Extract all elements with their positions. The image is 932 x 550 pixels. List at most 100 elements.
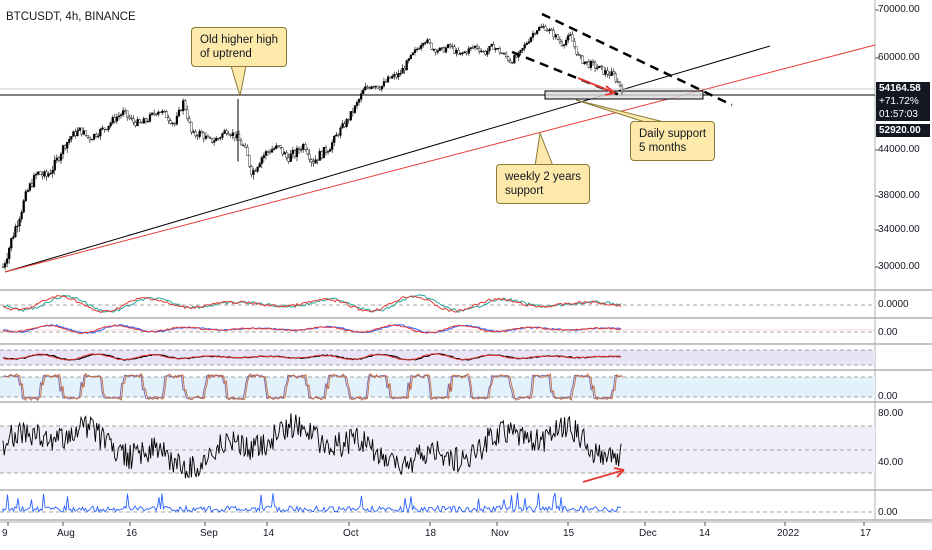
price-red-arrowhead — [604, 85, 616, 96]
candle-body — [453, 46, 456, 54]
candle-body — [596, 67, 599, 69]
candle-body — [213, 140, 216, 143]
candle-body — [252, 170, 255, 175]
candle-body — [231, 132, 234, 136]
candle-body — [126, 110, 129, 118]
candle-body — [35, 174, 38, 176]
candle-body — [457, 50, 460, 55]
candle-body — [407, 58, 410, 61]
candle-body — [399, 73, 402, 75]
candle-body — [12, 236, 15, 239]
candle-body — [155, 113, 158, 116]
candle-body — [614, 73, 617, 82]
candle-body — [22, 200, 25, 213]
candle-body — [397, 73, 400, 78]
candle-body — [161, 110, 164, 113]
candle-body — [285, 152, 288, 158]
candle-body — [223, 130, 226, 134]
candle-body — [606, 70, 609, 75]
candle-body — [536, 30, 539, 34]
time-tick-18: 18 — [425, 528, 437, 539]
candle-body — [318, 151, 321, 161]
candle-body — [560, 41, 564, 46]
candle-body — [620, 85, 624, 92]
candle-body — [498, 48, 501, 54]
candle-body — [1, 266, 5, 269]
candle-body — [591, 61, 595, 63]
note-weekly-support[interactable]: weekly 2 years support — [496, 164, 591, 204]
candle-body — [600, 65, 603, 68]
candle-body — [229, 134, 232, 137]
candle-body — [250, 166, 253, 175]
candle-body — [345, 119, 348, 127]
note-old-high[interactable]: Old higher high of uptrend — [191, 27, 287, 67]
candle-body — [55, 157, 58, 161]
candle-body — [401, 68, 404, 74]
time-tick-14a: 14 — [263, 528, 275, 539]
candle-body — [273, 148, 276, 150]
ind4-zero-label: 0.00 — [878, 391, 898, 402]
candle-body — [210, 138, 214, 143]
time-tick-oct: Oct — [343, 528, 359, 539]
candle-body — [293, 150, 297, 157]
candle-body — [150, 112, 154, 115]
candle-body — [529, 37, 533, 42]
candle-body — [531, 33, 535, 38]
candle-body — [233, 132, 236, 139]
change-tag: +71.72% — [876, 95, 930, 108]
trendline-red — [4, 44, 876, 273]
candle-body — [134, 121, 137, 126]
candle-body — [217, 138, 220, 140]
candle-body — [24, 191, 27, 201]
candle-body — [119, 114, 123, 117]
candle-body — [451, 45, 454, 48]
candle-body — [552, 30, 555, 38]
candle-body — [556, 34, 559, 40]
time-tick-17: 17 — [860, 528, 872, 539]
candle-body — [163, 110, 166, 113]
candle-body — [138, 119, 141, 123]
candle-body — [480, 50, 483, 53]
candle-body — [384, 81, 388, 83]
candle-body — [169, 120, 172, 124]
candle-body — [215, 138, 218, 142]
time-tick-aug: Aug — [57, 528, 75, 539]
candle-body — [57, 157, 60, 161]
candle-body — [173, 122, 176, 125]
ind3-line-red — [2, 353, 622, 361]
price-red-arrow — [577, 77, 616, 94]
candle-body — [571, 34, 574, 42]
candle-body — [517, 52, 520, 58]
candle-body — [507, 56, 510, 61]
candle-body — [41, 174, 44, 177]
candle-body — [159, 111, 162, 113]
candle-body — [254, 170, 257, 172]
trendline-black — [4, 45, 771, 273]
candle-body — [8, 247, 11, 259]
candle-body — [337, 134, 340, 136]
candle-body — [608, 74, 611, 76]
candle-body — [26, 190, 29, 192]
ind4-line-d — [4, 372, 623, 402]
candle-body — [546, 30, 549, 32]
candle-body — [459, 52, 462, 55]
note-daily-support[interactable]: Daily support 5 months — [630, 121, 716, 161]
ind1-zero-label: 0.0000 — [878, 299, 909, 310]
ind1-line-red — [2, 294, 622, 314]
candle-body — [562, 44, 566, 46]
ind5-red-arrowhead — [613, 467, 625, 478]
candle-body — [300, 149, 303, 151]
candle-body — [192, 131, 195, 133]
chart-title: BTCUSDT, 4h, BINANCE — [6, 11, 136, 23]
candle-body — [39, 171, 42, 175]
candle-body — [357, 99, 361, 103]
candle-body — [471, 47, 475, 49]
candle-body — [579, 54, 582, 57]
candle-body — [302, 144, 305, 150]
candle-body — [165, 111, 168, 118]
candle-body — [144, 118, 147, 122]
candle-body — [84, 130, 87, 136]
candle-body — [442, 47, 446, 53]
candle-body — [260, 157, 263, 164]
